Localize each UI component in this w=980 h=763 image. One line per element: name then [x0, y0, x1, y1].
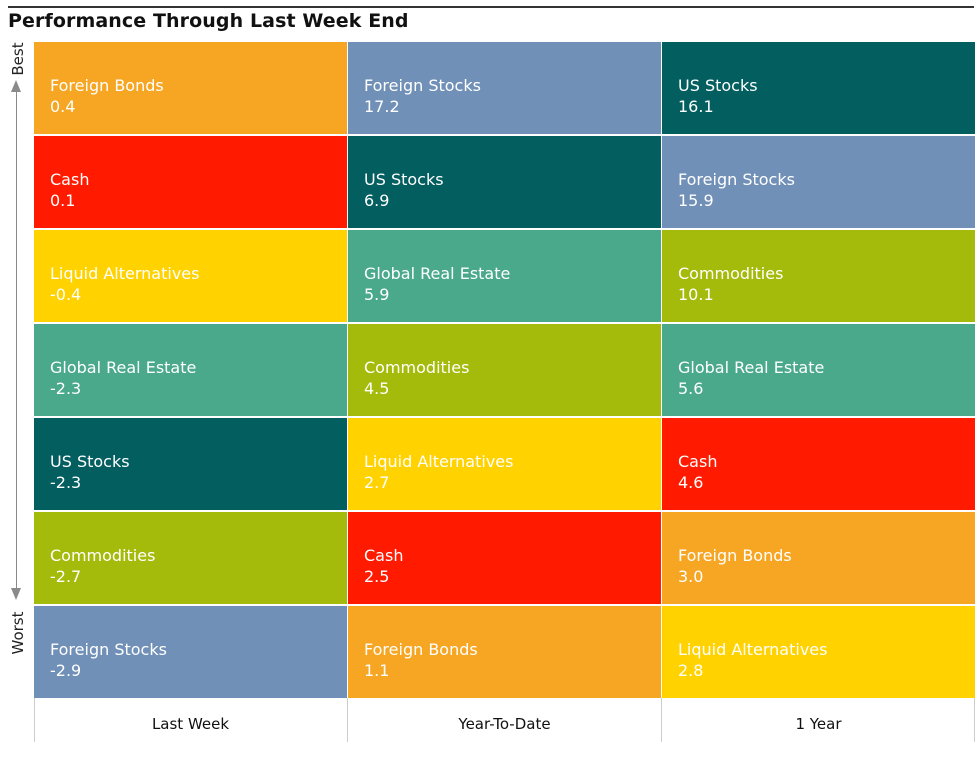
- return-value: 0.1: [50, 191, 76, 210]
- asset-class-label: Foreign Bonds: [364, 640, 478, 659]
- asset-class-label: US Stocks: [364, 170, 444, 189]
- return-value: 2.7: [364, 473, 390, 492]
- column-divider: [974, 698, 975, 742]
- grid-cell: Cash 2.5: [348, 512, 661, 604]
- return-value: 15.9: [678, 191, 714, 210]
- asset-class-label: Foreign Bonds: [678, 546, 792, 565]
- asset-class-label: US Stocks: [678, 76, 758, 95]
- chart-title: Performance Through Last Week End: [8, 10, 409, 32]
- return-value: -2.9: [50, 661, 82, 680]
- return-value: 10.1: [678, 285, 714, 304]
- asset-class-label: Commodities: [50, 546, 156, 565]
- grid-cell: Liquid Alternatives 2.7: [348, 418, 661, 510]
- grid-cell: Cash 4.6: [662, 418, 975, 510]
- asset-class-label: Cash: [678, 452, 718, 471]
- column-labels: Last Week Year-To-Date 1 Year: [34, 698, 975, 742]
- grid-cell: Commodities 4.5: [348, 324, 661, 416]
- grid-column: US Stocks 16.1 Foreign Stocks 15.9 Commoditi…: [662, 42, 975, 698]
- return-value: 5.9: [364, 285, 390, 304]
- grid-cell: Foreign Bonds 0.4: [34, 42, 347, 134]
- arrow-up-icon: [11, 80, 21, 92]
- grid-cell: Commodities -2.7: [34, 512, 347, 604]
- grid-cell: Global Real Estate -2.3: [34, 324, 347, 416]
- grid-cell: US Stocks 16.1: [662, 42, 975, 134]
- return-value: -0.4: [50, 285, 82, 304]
- grid-cell: Liquid Alternatives -0.4: [34, 230, 347, 322]
- return-value: 16.1: [678, 97, 714, 116]
- grid-cell: Global Real Estate 5.6: [662, 324, 975, 416]
- grid-cell: Foreign Stocks 15.9: [662, 136, 975, 228]
- asset-class-label: Liquid Alternatives: [364, 452, 514, 471]
- return-value: 4.6: [678, 473, 704, 492]
- worst-axis-label: Worst: [9, 611, 27, 655]
- return-value: -2.3: [50, 473, 82, 492]
- return-value: 2.5: [364, 567, 390, 586]
- grid-column: Foreign Stocks 17.2 US Stocks 6.9 Global Rea…: [348, 42, 661, 698]
- asset-class-label: Liquid Alternatives: [678, 640, 828, 659]
- column-label-year-to-date: Year-To-Date: [458, 715, 551, 733]
- column-divider: [347, 698, 348, 742]
- asset-class-label: Foreign Bonds: [50, 76, 164, 95]
- asset-class-label: Cash: [50, 170, 90, 189]
- column-divider: [661, 698, 662, 742]
- title-rule: [8, 6, 974, 8]
- return-value: 4.5: [364, 379, 390, 398]
- grid-cell: Commodities 10.1: [662, 230, 975, 322]
- asset-class-label: Foreign Stocks: [50, 640, 167, 659]
- grid-cell: Foreign Bonds 1.1: [348, 606, 661, 698]
- column-label-last-week: Last Week: [151, 715, 230, 733]
- asset-class-label: Liquid Alternatives: [50, 264, 200, 283]
- return-value: 0.4: [50, 97, 76, 116]
- asset-class-label: Commodities: [364, 358, 470, 377]
- asset-class-label: Commodities: [678, 264, 784, 283]
- return-value: -2.3: [50, 379, 82, 398]
- column-label-1-year: 1 Year: [795, 715, 842, 733]
- asset-class-label: US Stocks: [50, 452, 130, 471]
- return-value: 17.2: [364, 97, 400, 116]
- grid-column: Foreign Bonds 0.4 Cash 0.1 Liquid Alternativ…: [34, 42, 347, 698]
- grid-cell: Foreign Stocks 17.2: [348, 42, 661, 134]
- grid-cell: Foreign Stocks -2.9: [34, 606, 347, 698]
- grid-cell: Liquid Alternatives 2.8: [662, 606, 975, 698]
- return-value: 6.9: [364, 191, 390, 210]
- asset-class-label: Global Real Estate: [50, 358, 197, 377]
- asset-class-label: Cash: [364, 546, 404, 565]
- return-value: -2.7: [50, 567, 82, 586]
- asset-class-label: Global Real Estate: [364, 264, 511, 283]
- rank-axis-line: [16, 88, 17, 592]
- grid-cell: US Stocks 6.9: [348, 136, 661, 228]
- grid-cell: Global Real Estate 5.9: [348, 230, 661, 322]
- column-divider: [34, 698, 35, 742]
- asset-class-label: Global Real Estate: [678, 358, 825, 377]
- grid-cell: Foreign Bonds 3.0: [662, 512, 975, 604]
- grid-cell: US Stocks -2.3: [34, 418, 347, 510]
- return-value: 5.6: [678, 379, 704, 398]
- return-value: 1.1: [364, 661, 390, 680]
- asset-class-label: Foreign Stocks: [364, 76, 481, 95]
- grid-cell: Cash 0.1: [34, 136, 347, 228]
- asset-class-label: Foreign Stocks: [678, 170, 795, 189]
- arrow-down-icon: [11, 588, 21, 600]
- performance-grid: Foreign Bonds 0.4 Cash 0.1 Liquid Alternativ…: [34, 42, 975, 698]
- return-value: 2.8: [678, 661, 704, 680]
- return-value: 3.0: [678, 567, 704, 586]
